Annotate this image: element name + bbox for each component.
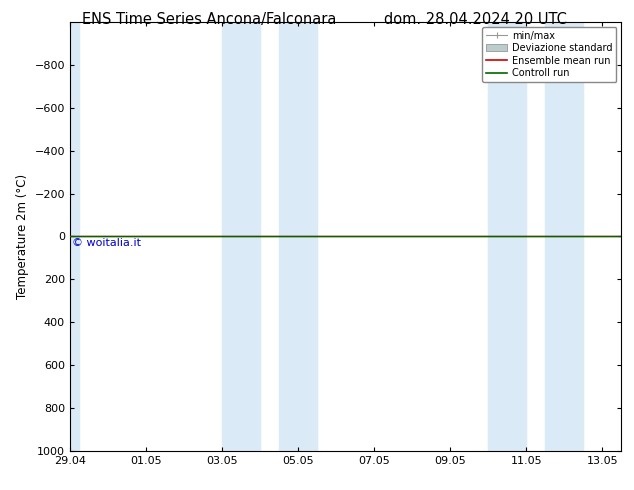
Text: dom. 28.04.2024 20 UTC: dom. 28.04.2024 20 UTC [384,12,567,27]
Y-axis label: Temperature 2m (°C): Temperature 2m (°C) [16,174,29,299]
Bar [545,22,583,451]
Legend: min/max, Deviazione standard, Ensemble mean run, Controll run: min/max, Deviazione standard, Ensemble m… [482,27,616,82]
Text: ENS Time Series Ancona/Falconara: ENS Time Series Ancona/Falconara [82,12,337,27]
Text: © woitalia.it: © woitalia.it [72,238,141,248]
Bar [279,22,317,451]
Bar [222,22,260,451]
Bar [488,22,526,451]
Bar [70,22,79,451]
